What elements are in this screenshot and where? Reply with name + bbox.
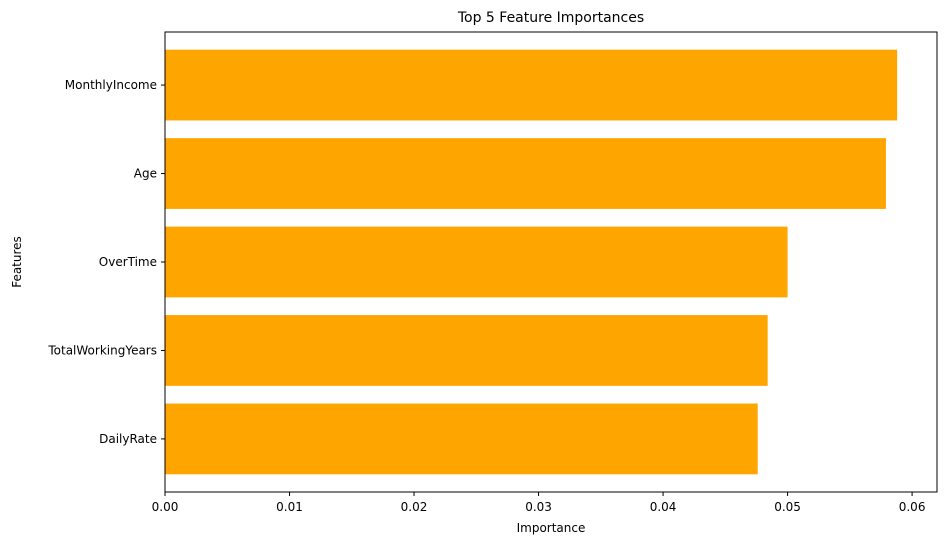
x-tick-label: 0.01: [276, 500, 303, 514]
y-axis-ticks: MonthlyIncome Age OverTime TotalWorkingYear…: [47, 78, 165, 446]
x-axis-label: Importance: [517, 521, 586, 535]
bars-group: [165, 49, 898, 475]
y-tick-label: MonthlyIncome: [65, 78, 157, 92]
x-tick-label: 0.02: [401, 500, 428, 514]
x-tick-label: 0.04: [650, 500, 677, 514]
bar-totalworkingyears: [165, 315, 768, 386]
y-tick-label: Age: [134, 167, 157, 181]
x-axis-ticks: 0.00 0.01 0.02 0.03 0.04 0.05 0.06: [152, 492, 926, 514]
y-tick-label: OverTime: [99, 255, 157, 269]
x-tick-label: 0.00: [152, 500, 179, 514]
x-tick-label: 0.05: [774, 500, 801, 514]
y-axis-label: Features: [10, 236, 24, 288]
y-tick-label: DailyRate: [99, 432, 157, 446]
x-tick-label: 0.03: [525, 500, 552, 514]
x-tick-label: 0.06: [899, 500, 926, 514]
bar-overtime: [165, 226, 788, 298]
chart-title: Top 5 Feature Importances: [457, 10, 644, 26]
bar-age: [165, 138, 886, 209]
y-tick-label: TotalWorkingYears: [47, 343, 157, 357]
bar-monthlyincome: [165, 49, 898, 121]
bar-dailyrate: [165, 403, 758, 475]
